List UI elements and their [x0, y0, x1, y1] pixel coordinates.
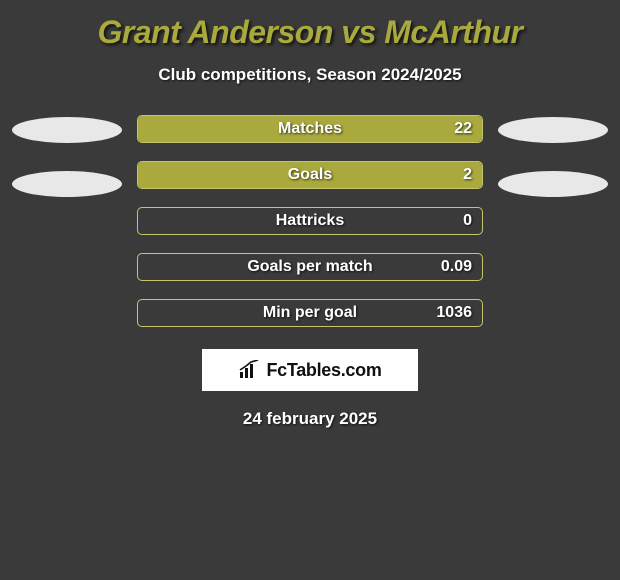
bar-label: Hattricks	[138, 212, 482, 230]
player-oval	[12, 117, 122, 143]
right-player-col	[493, 115, 613, 197]
page-title: Grant Anderson vs McArthur	[98, 14, 523, 51]
bar-value: 0	[463, 212, 472, 230]
player-oval	[498, 171, 608, 197]
stat-bar: Min per goal 1036	[137, 299, 483, 327]
brand-text: FcTables.com	[266, 360, 381, 381]
bar-label: Goals	[138, 166, 482, 184]
date-text: 24 february 2025	[243, 409, 377, 429]
bar-value: 2	[463, 166, 472, 184]
stat-bar: Goals 2	[137, 161, 483, 189]
stat-bar: Matches 22	[137, 115, 483, 143]
subtitle: Club competitions, Season 2024/2025	[158, 65, 461, 85]
player-oval	[498, 117, 608, 143]
bar-value: 1036	[436, 304, 472, 322]
bars-column: Matches 22 Goals 2 Hattricks 0 Goals per…	[137, 115, 483, 327]
bar-label: Min per goal	[138, 304, 482, 322]
chart-icon	[238, 360, 260, 380]
brand-inner: FcTables.com	[238, 360, 381, 381]
bar-label: Matches	[138, 120, 482, 138]
stat-bar: Goals per match 0.09	[137, 253, 483, 281]
bar-value: 0.09	[441, 258, 472, 276]
left-player-col	[7, 115, 127, 197]
bar-label: Goals per match	[138, 258, 482, 276]
stats-area: Matches 22 Goals 2 Hattricks 0 Goals per…	[0, 115, 620, 327]
brand-box[interactable]: FcTables.com	[202, 349, 418, 391]
player-oval	[12, 171, 122, 197]
bar-value: 22	[454, 120, 472, 138]
stat-bar: Hattricks 0	[137, 207, 483, 235]
comparison-card: Grant Anderson vs McArthur Club competit…	[0, 0, 620, 429]
